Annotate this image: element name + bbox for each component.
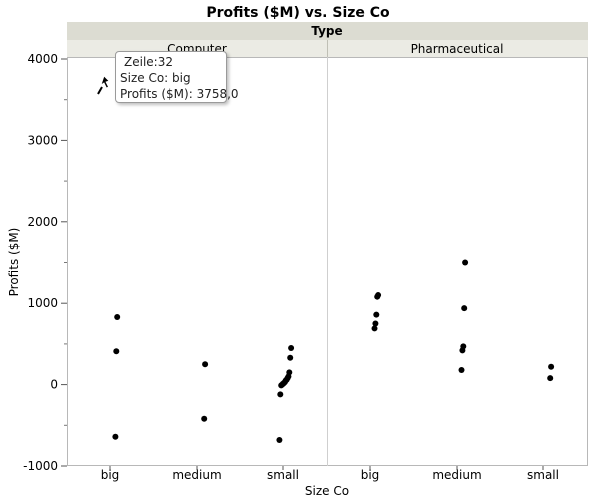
data-point[interactable] <box>112 433 119 440</box>
data-point[interactable] <box>374 293 381 300</box>
chart-title: Profits ($M) vs. Size Co <box>206 5 390 21</box>
group-header-band <box>67 22 588 40</box>
x-axis: big medium small big medium small <box>101 466 559 482</box>
data-points <box>112 75 555 443</box>
data-point[interactable] <box>202 361 209 368</box>
data-point[interactable] <box>201 415 208 422</box>
data-point[interactable] <box>288 344 295 351</box>
point-tooltip: Zeile:32 Size Co: big Profits ($M): 3758… <box>115 51 239 103</box>
data-point[interactable] <box>462 259 469 266</box>
x-axis-label: Size Co <box>305 484 349 498</box>
x-tick-label: medium <box>432 468 481 482</box>
tooltip-row-number: Zeile:32 <box>124 55 173 69</box>
data-point[interactable] <box>373 311 380 318</box>
data-point[interactable] <box>276 436 283 443</box>
y-axis-label: Profits ($M) <box>7 228 21 297</box>
x-tick-label: big <box>361 468 380 482</box>
tooltip-profits: Profits ($M): 3758,0 <box>120 87 239 101</box>
data-point[interactable] <box>287 354 294 361</box>
data-point[interactable] <box>277 391 284 398</box>
data-point[interactable] <box>458 366 465 373</box>
data-point[interactable] <box>278 382 285 389</box>
pointer-cursor-icon <box>97 75 110 95</box>
y-tick-label: 4000 <box>27 52 58 66</box>
y-axis: -1000 0 1000 2000 3000 4000 <box>23 52 67 473</box>
tooltip-size-co: Size Co: big <box>120 71 191 85</box>
x-tick-label: small <box>527 468 559 482</box>
data-point[interactable] <box>547 375 554 382</box>
x-tick-label: medium <box>172 468 221 482</box>
x-tick-label: small <box>267 468 299 482</box>
group-label-pharmaceutical: Pharmaceutical <box>411 42 504 56</box>
data-point[interactable] <box>371 325 378 332</box>
data-point[interactable] <box>461 305 468 312</box>
group-header-label: Type <box>311 24 342 38</box>
y-tick-label: 0 <box>50 378 58 392</box>
data-point[interactable] <box>372 320 379 327</box>
y-tick-label: 2000 <box>27 215 58 229</box>
data-point[interactable] <box>113 348 120 355</box>
x-tick-label: big <box>101 468 120 482</box>
y-tick-label: -1000 <box>23 459 58 473</box>
y-tick-label: 3000 <box>27 133 58 147</box>
data-point[interactable] <box>459 347 466 354</box>
data-point[interactable] <box>114 314 121 321</box>
y-tick-label: 1000 <box>27 296 58 310</box>
data-point[interactable] <box>548 363 555 370</box>
